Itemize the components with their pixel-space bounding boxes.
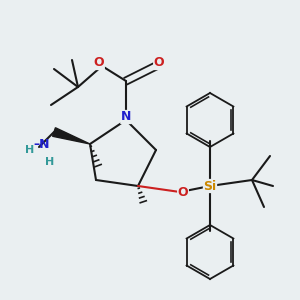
Text: H: H: [45, 157, 54, 167]
Polygon shape: [52, 128, 90, 144]
Text: N: N: [121, 110, 131, 124]
Text: O: O: [178, 185, 188, 199]
Text: O: O: [154, 56, 164, 70]
Text: Si: Si: [203, 179, 217, 193]
Text: –N: –N: [34, 137, 50, 151]
Text: O: O: [94, 56, 104, 70]
Text: H: H: [26, 145, 34, 155]
